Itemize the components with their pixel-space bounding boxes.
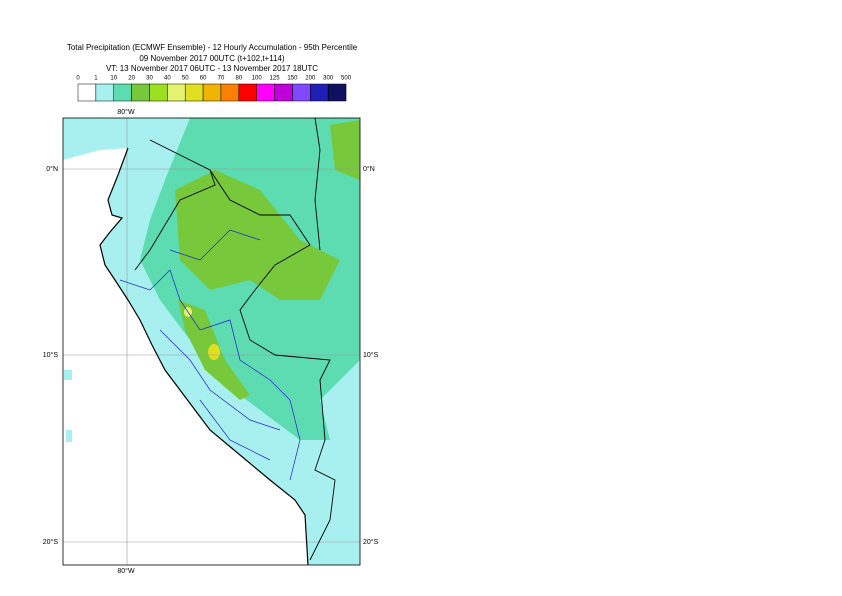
lat-label: 0°N <box>363 165 375 173</box>
lat-label: 20°S <box>363 538 379 546</box>
title-line: 09 November 2017 00UTC (t+102,t+114) <box>139 54 285 63</box>
colorbar-label: 30 <box>146 76 153 82</box>
precip-area <box>330 120 360 180</box>
colorbar-label: 70 <box>218 76 225 82</box>
colorbar-label: 150 <box>287 76 298 82</box>
color-box <box>131 83 150 102</box>
colorbar-label: 40 <box>164 76 171 82</box>
precip-area <box>175 170 340 300</box>
color-box <box>274 83 293 102</box>
colorbar-label: 200 <box>305 76 316 82</box>
color-box <box>220 83 240 102</box>
precip-area <box>208 344 220 360</box>
color-box <box>292 83 311 102</box>
colorbar-label: 0 <box>76 76 80 82</box>
coastline <box>99 147 309 565</box>
lat-label: 10°S <box>43 351 59 359</box>
colorbar-label: 50 <box>182 76 189 82</box>
colorbar-label: 60 <box>200 76 207 82</box>
color-box <box>149 83 168 102</box>
colorbar: 0 1 10 20 30 40 50 60 70 80 100 125 150 200 300 500 <box>76 76 352 102</box>
color-box <box>113 83 132 102</box>
lon-label: 80°W <box>117 567 135 575</box>
color-box <box>238 83 257 102</box>
color-box <box>202 83 222 102</box>
color-box <box>256 83 275 102</box>
map-frame <box>62 117 361 566</box>
title-line: VT: 13 November 2017 06UTC - 13 November… <box>106 64 318 73</box>
lat-label: 10°S <box>363 351 379 359</box>
country-border <box>134 118 336 561</box>
lon-label: 80°W <box>117 108 135 116</box>
title-line: Total Precipitation (ECMWF Ensemble) - 1… <box>67 43 358 52</box>
colorbar-label: 1 <box>94 76 98 82</box>
color-box <box>167 83 186 102</box>
map-area: 80°W 80°W 0°N 0°N 10°S 10°S 20°S 20°S <box>43 108 379 575</box>
colorbar-label: 100 <box>252 76 263 82</box>
precip-area <box>66 430 72 442</box>
lat-label: 0°N <box>46 165 58 173</box>
color-box <box>95 83 114 102</box>
color-box <box>77 83 97 102</box>
color-box <box>327 83 347 102</box>
color-box <box>310 83 329 102</box>
colorbar-label: 80 <box>235 76 242 82</box>
color-box <box>184 83 204 102</box>
lat-label: 20°S <box>43 538 59 546</box>
colorbar-label: 300 <box>323 76 334 82</box>
colorbar-label: 125 <box>270 76 281 82</box>
precip-area <box>64 370 72 380</box>
colorbar-label: 10 <box>110 76 117 82</box>
precip-area <box>63 118 170 160</box>
colorbar-label: 500 <box>341 76 352 82</box>
region-border <box>119 229 301 481</box>
colorbar-label: 20 <box>128 76 135 82</box>
